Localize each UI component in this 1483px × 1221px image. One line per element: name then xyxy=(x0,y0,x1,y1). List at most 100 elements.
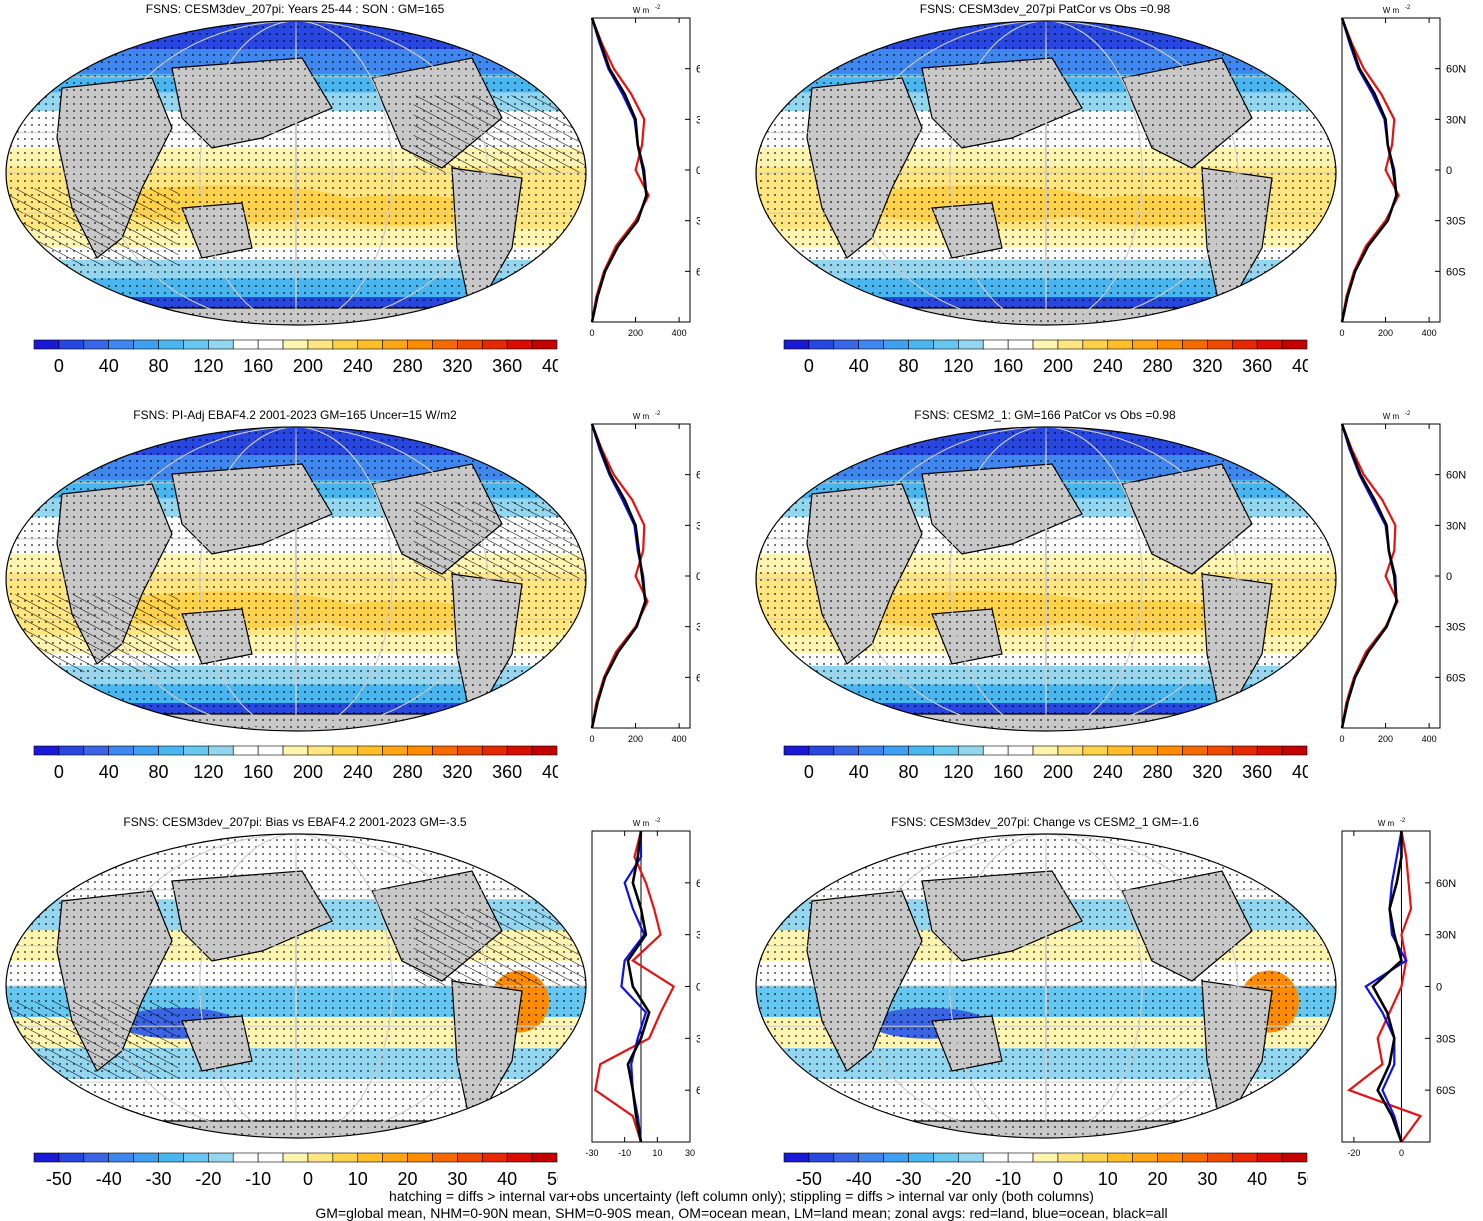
colorbar-swatch xyxy=(1281,1152,1308,1163)
colorbar-label: 400 xyxy=(542,356,558,376)
colorbar-swatch xyxy=(1032,339,1059,350)
colorbar-swatch xyxy=(133,1152,159,1163)
zonal-unit-exp: -2 xyxy=(655,411,661,417)
colorbar-1: 0 40 80 120 160 200 240 280 320 360 400 xyxy=(33,339,558,376)
colorbar-3: 0 40 80 120 160 200 240 280 320 360 400 xyxy=(33,745,558,782)
zonal-plot-5: W m -2 60N 30N 0 30S 60S -30 -10 10 30 xyxy=(585,818,700,1158)
lat-label: 30N xyxy=(1446,114,1466,126)
colorbar-swatch xyxy=(481,1152,508,1163)
colorbar-swatch xyxy=(282,1152,309,1163)
x-tick-label: 400 xyxy=(672,734,687,744)
colorbar-swatch xyxy=(58,339,85,350)
zonal-unit: W m xyxy=(1383,412,1400,421)
colorbar-swatch xyxy=(883,339,909,350)
lat-label: 60S xyxy=(1446,266,1466,278)
colorbar-swatch xyxy=(183,339,209,350)
lat-label: 60N xyxy=(1446,470,1466,482)
zonal-unit-exp: -2 xyxy=(1405,5,1411,11)
colorbar-swatch xyxy=(1231,745,1258,756)
colorbar-swatch xyxy=(1082,339,1109,350)
colorbar-swatch xyxy=(908,1152,934,1163)
hatching xyxy=(413,95,586,173)
lat-label: 60S xyxy=(696,266,700,278)
colorbar-label: 120 xyxy=(193,356,223,376)
colorbar-swatch xyxy=(506,1152,533,1163)
colorbar-label: 50 xyxy=(1297,1169,1308,1189)
colorbar-label: 280 xyxy=(1143,762,1173,782)
map-field xyxy=(756,427,1336,731)
graticule xyxy=(6,427,586,731)
colorbar-swatch xyxy=(958,339,984,350)
lat-label: 0 xyxy=(696,982,700,994)
colorbar-swatch xyxy=(1256,339,1283,350)
colorbar-label: 240 xyxy=(343,762,373,782)
colorbar-swatch xyxy=(382,1152,408,1163)
graticule xyxy=(6,834,586,1138)
colorbar-swatch xyxy=(982,1152,1009,1163)
colorbar-swatch xyxy=(208,745,234,756)
colorbar-label: 320 xyxy=(442,356,472,376)
lat-label: 60N xyxy=(696,64,700,76)
lat-label: 60N xyxy=(696,878,700,890)
lat-label: 30S xyxy=(696,622,700,634)
colorbar-swatch xyxy=(531,339,558,350)
colorbar-swatch xyxy=(933,745,959,756)
colorbar-swatch xyxy=(531,745,558,756)
zonal-line-all xyxy=(626,830,651,1143)
colorbar-label: 120 xyxy=(943,356,973,376)
lat-label: 0 xyxy=(696,571,700,583)
colorbar-swatch xyxy=(506,745,533,756)
colorbar-swatch xyxy=(133,745,159,756)
colorbar-swatch xyxy=(833,745,860,756)
colorbar-swatch xyxy=(1107,339,1133,350)
colorbar-swatch xyxy=(382,745,408,756)
zonal-line-all xyxy=(1340,423,1398,729)
colorbar-label: 50 xyxy=(547,1169,558,1189)
colorbar-label: 0 xyxy=(1053,1169,1063,1189)
zonal-unit-exp: -2 xyxy=(1400,818,1406,824)
colorbar-2: 0 40 80 120 160 200 240 280 320 360 400 xyxy=(783,339,1308,376)
x-tick-label: 200 xyxy=(628,328,643,338)
x-tick-label: -10 xyxy=(618,1148,631,1158)
colorbar-swatch xyxy=(808,339,835,350)
colorbar-swatch xyxy=(808,1152,835,1163)
colorbar-label: 160 xyxy=(993,762,1023,782)
x-tick-label: 400 xyxy=(1422,734,1437,744)
x-tick-label: 200 xyxy=(1378,328,1393,338)
colorbar-swatch xyxy=(307,1152,334,1163)
lat-label: 30S xyxy=(1436,1033,1456,1045)
map-panel-1 xyxy=(5,20,587,326)
zonal-plot-6: W m -2 60N 30N 0 30S 60S -20 0 xyxy=(1341,818,1456,1158)
lat-label: 0 xyxy=(1446,165,1452,177)
lat-label: 30N xyxy=(696,930,700,942)
colorbar-swatch xyxy=(232,745,259,756)
colorbar-swatch xyxy=(1256,1152,1283,1163)
colorbar-swatch xyxy=(1082,745,1109,756)
colorbar-swatch xyxy=(432,745,458,756)
colorbar-swatch xyxy=(108,339,134,350)
colorbar-label: 320 xyxy=(1192,762,1222,782)
colorbar-swatch xyxy=(1057,339,1084,350)
lat-label: 60N xyxy=(1436,878,1456,890)
colorbar-swatch xyxy=(208,1152,234,1163)
colorbar-swatch xyxy=(1032,1152,1059,1163)
colorbar-label: -10 xyxy=(245,1169,271,1189)
colorbar-swatch xyxy=(282,745,309,756)
colorbar-swatch xyxy=(531,1152,558,1163)
colorbar-swatch xyxy=(1281,339,1308,350)
zonal-plot-2: W m -2 60N 30N 0 30S 60S 0 200 400 xyxy=(1339,5,1466,338)
colorbar-label: 120 xyxy=(943,762,973,782)
colorbar-swatch xyxy=(481,339,508,350)
footer-line-1: hatching = diffs > internal var+obs unce… xyxy=(389,1188,1094,1204)
colorbar-swatch xyxy=(1032,745,1059,756)
colorbar-swatch xyxy=(1157,745,1183,756)
colorbar-swatch xyxy=(307,745,334,756)
colorbar-swatch xyxy=(382,339,408,350)
x-tick-label: 0 xyxy=(1399,1148,1404,1158)
graticule xyxy=(756,427,1336,731)
zonal-plot-4: W m -2 60N 30N 0 30S 60S 0 200 400 xyxy=(1339,411,1466,744)
x-tick-label: 400 xyxy=(1422,328,1437,338)
zonal-line-all xyxy=(1371,831,1403,1143)
zonal-unit-exp: -2 xyxy=(655,818,661,824)
colorbar-swatch xyxy=(933,339,959,350)
